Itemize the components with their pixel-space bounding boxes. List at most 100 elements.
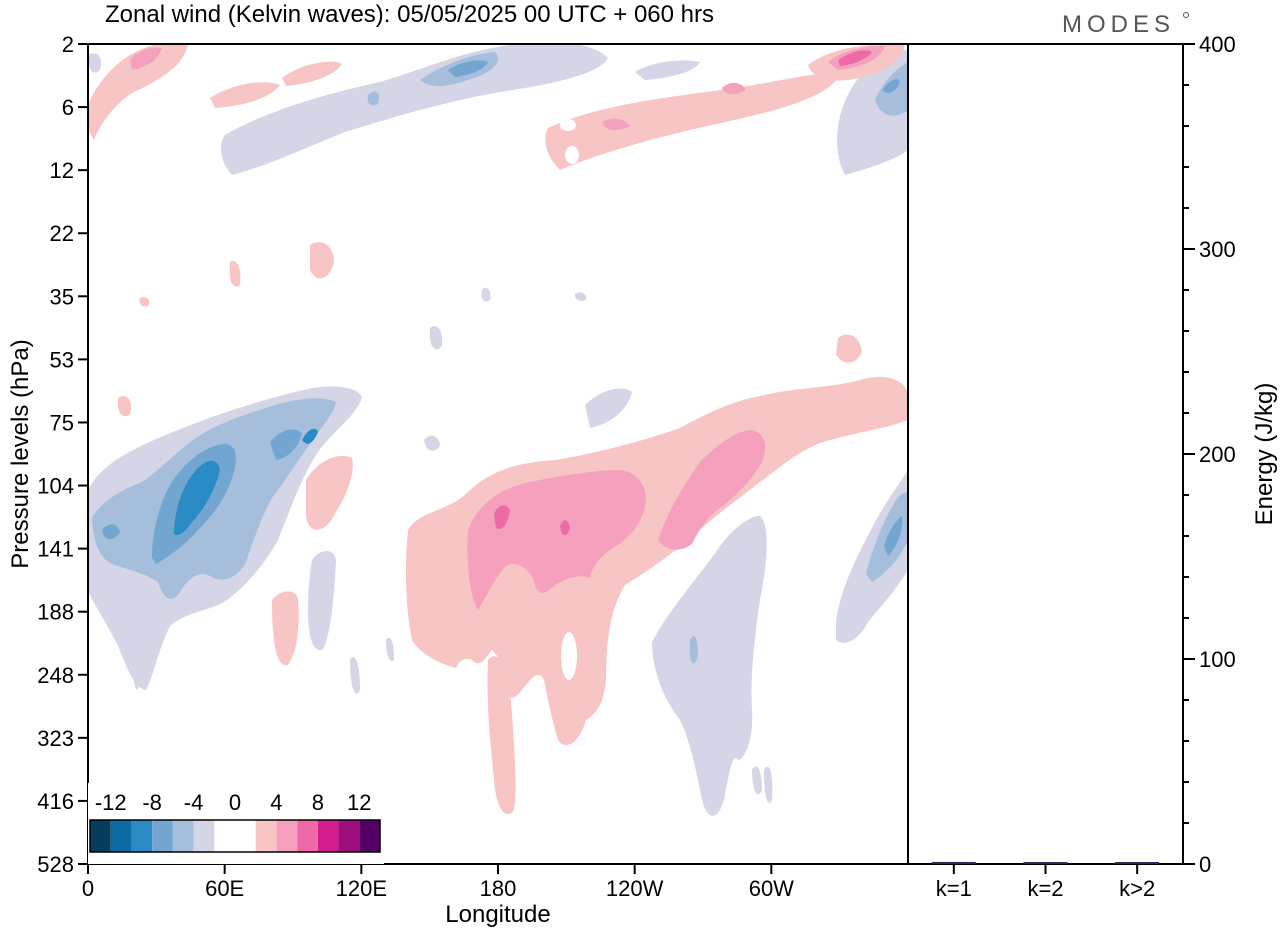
energy-tick-label: 400 [1199, 32, 1236, 57]
colorbar-swatch [276, 820, 298, 852]
colorbar-swatch [359, 820, 380, 852]
y-tick-label: 53 [50, 347, 74, 372]
contour-neg [270, 429, 302, 460]
colorbar-label: -12 [95, 790, 127, 815]
contour-neg [752, 766, 762, 795]
colorbar-label: 8 [312, 790, 324, 815]
contour-pos [405, 376, 908, 746]
x-tick-label: 60W [749, 876, 794, 901]
energy-tick-label: 0 [1199, 852, 1211, 877]
chart-title: Zonal wind (Kelvin waves): 05/05/2025 00… [105, 1, 714, 28]
contour-neg [574, 292, 587, 301]
y-tick-label: 416 [37, 789, 74, 814]
wind-contours [88, 44, 908, 816]
contour-hole [560, 119, 576, 131]
colorbar-label: 12 [347, 790, 371, 815]
x-axis-title: Longitude [445, 901, 550, 928]
contour-pos [487, 656, 516, 815]
colorbar-swatch [255, 820, 277, 852]
energy-tick-label: 200 [1199, 442, 1236, 467]
contour-neg [386, 637, 394, 662]
contour-pos [838, 50, 872, 66]
contour-pos [545, 74, 838, 170]
energy-bars: k=1 k=2 k>2 [931, 861, 1160, 901]
contour-neg [129, 616, 146, 690]
contour-neg [635, 60, 700, 80]
x-tick-label: 180 [480, 876, 517, 901]
colorbar-swatch [152, 820, 173, 852]
contour-neg [424, 435, 440, 451]
colorbar-labels: -12 -8 -4 0 4 8 12 [95, 790, 372, 815]
y-tick-label: 323 [37, 726, 74, 751]
contour-pos [467, 470, 646, 610]
colorbar-swatch [214, 820, 256, 852]
contour-neg [367, 91, 380, 106]
brand-logo: MODES [1062, 11, 1175, 38]
colorbar-swatch [193, 820, 215, 852]
contour-neg [350, 657, 360, 694]
contour-neg [429, 326, 443, 350]
y-tick-label: 248 [37, 663, 74, 688]
contour-pos [658, 430, 766, 550]
y-tick-label: 35 [50, 284, 74, 309]
contour-pos [310, 242, 334, 279]
y-tick-label: 12 [50, 158, 74, 183]
colorbar-swatch [338, 820, 360, 852]
contour-pos [88, 44, 188, 140]
y-tick-label: 75 [50, 410, 74, 435]
colorbar-swatch [131, 820, 153, 852]
y-tick-label: 188 [37, 600, 74, 625]
contour-pos [272, 591, 299, 666]
contour-neg [174, 460, 220, 536]
y-tick-label: 104 [37, 474, 74, 499]
contour-neg [88, 53, 102, 73]
x-tick-label: 120E [336, 876, 387, 901]
energy-category-label: k=1 [936, 876, 972, 901]
contour-neg [102, 524, 120, 540]
energy-category-label: k>2 [1119, 876, 1155, 901]
contour-pos [139, 297, 150, 307]
colorbar-swatch [172, 820, 194, 852]
colorbar-swatch [110, 820, 132, 852]
contour-pos [494, 505, 510, 530]
contour-pos [117, 395, 132, 417]
contour-pos [306, 456, 353, 530]
contour-neg [220, 44, 608, 175]
x-axis: 0 60E 120E 180 120W 60W [82, 864, 794, 901]
y-tick-label: 22 [50, 221, 74, 246]
energy-axis: 0 100 200 300 400 [1183, 32, 1236, 877]
contour-plot [88, 44, 908, 864]
brand-trademark-icon [1183, 12, 1189, 18]
contour-neg [689, 636, 698, 664]
contour-neg [884, 516, 903, 556]
energy-bar [1115, 862, 1160, 864]
contour-neg [764, 766, 773, 803]
contour-pos [722, 82, 746, 95]
colorbar-label: -8 [142, 790, 162, 815]
contour-pos [602, 118, 630, 131]
contour-neg [882, 79, 900, 93]
y-tick-label: 528 [37, 852, 74, 877]
contour-pos [560, 520, 570, 536]
contour-pos [229, 260, 241, 287]
colorbar-swatch [90, 820, 111, 852]
y-tick-label: 6 [62, 95, 74, 120]
contour-neg [481, 287, 491, 302]
contour-pos [836, 334, 862, 363]
contour-hole [561, 632, 577, 680]
energy-axis-title: Energy (J/kg) [1251, 383, 1278, 526]
contour-neg [448, 60, 488, 77]
energy-category-label: k=2 [1027, 876, 1063, 901]
colorbar-swatch [317, 820, 339, 852]
colorbar-legend: -12 -8 -4 0 4 8 12 [88, 783, 384, 864]
contour-neg [302, 428, 318, 444]
y-axis: 2 6 12 22 35 53 75 104 141 188 248 323 416 528 [37, 32, 88, 877]
contour-neg [308, 551, 336, 651]
contour-neg [866, 492, 908, 582]
colorbar-label: -4 [184, 790, 204, 815]
energy-tick-label: 100 [1199, 647, 1236, 672]
contour-neg [585, 388, 632, 428]
contour-neg [652, 515, 767, 816]
